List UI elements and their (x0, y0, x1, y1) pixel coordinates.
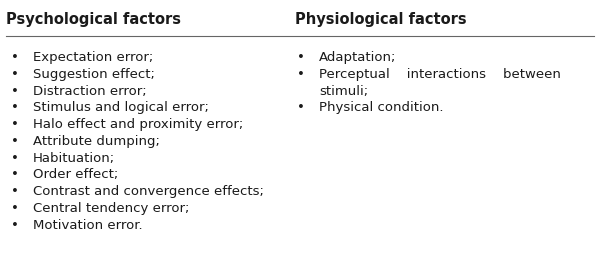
Text: •: • (11, 152, 19, 165)
Text: Psychological factors: Psychological factors (5, 12, 181, 27)
Text: Order effect;: Order effect; (33, 168, 118, 181)
Text: •: • (11, 135, 19, 148)
Text: •: • (297, 51, 305, 64)
Text: Physiological factors: Physiological factors (295, 12, 467, 27)
Text: •: • (297, 101, 305, 114)
Text: Physical condition.: Physical condition. (319, 101, 444, 114)
Text: Central tendency error;: Central tendency error; (33, 202, 190, 215)
Text: Adaptation;: Adaptation; (319, 51, 397, 64)
Text: •: • (11, 118, 19, 131)
Text: •: • (11, 219, 19, 232)
Text: •: • (11, 202, 19, 215)
Text: stimuli;: stimuli; (319, 85, 368, 98)
Text: •: • (11, 68, 19, 81)
Text: Stimulus and logical error;: Stimulus and logical error; (33, 101, 209, 114)
Text: •: • (11, 185, 19, 198)
Text: •: • (11, 51, 19, 64)
Text: Contrast and convergence effects;: Contrast and convergence effects; (33, 185, 264, 198)
Text: Motivation error.: Motivation error. (33, 219, 143, 232)
Text: Distraction error;: Distraction error; (33, 85, 146, 98)
Text: Expectation error;: Expectation error; (33, 51, 153, 64)
Text: •: • (297, 68, 305, 81)
Text: •: • (11, 168, 19, 181)
Text: •: • (11, 101, 19, 114)
Text: •: • (11, 85, 19, 98)
Text: Attribute dumping;: Attribute dumping; (33, 135, 160, 148)
Text: Suggestion effect;: Suggestion effect; (33, 68, 155, 81)
Text: Halo effect and proximity error;: Halo effect and proximity error; (33, 118, 243, 131)
Text: Perceptual    interactions    between: Perceptual interactions between (319, 68, 561, 81)
Text: Habituation;: Habituation; (33, 152, 115, 165)
